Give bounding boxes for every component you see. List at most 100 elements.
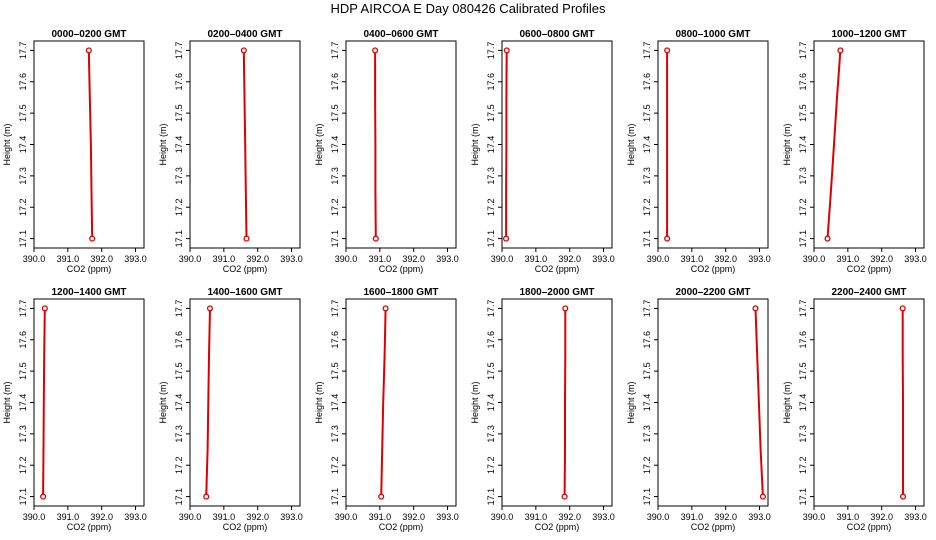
y-tick-label: 17.4 [486,394,496,412]
panel-title: 0600–0800 GMT [519,29,594,40]
y-tick-label: 17.7 [174,300,184,318]
y-axis-label: Height (m) [158,381,168,423]
y-tick-label: 17.6 [798,331,808,349]
profile-endpoint [899,493,907,500]
y-tick-label: 17.6 [330,73,340,91]
profile-line [42,308,46,497]
panel-4: 0600–0800 GMT 390.0 391.0 392.0 393.0 CO2 (pp… [470,29,615,274]
panel-title: 1200–1400 GMT [51,287,126,298]
plot-frame [501,298,613,507]
y-tick-label: 17.5 [174,362,184,380]
profile-line [87,50,94,239]
profile-endpoint [378,493,385,500]
profile-line [242,50,248,239]
y-tick-label: 17.3 [798,167,808,185]
x-axis-label: CO2 (ppm) [535,264,580,274]
y-axis-label: Height (m) [2,381,12,423]
x-tick-label: 393.0 [436,512,459,522]
y-tick-label: 17.3 [486,425,496,443]
x-tick-label: 393.0 [904,512,927,522]
y-axis-label: Height (m) [782,381,792,423]
x-axis-label: CO2 (ppm) [223,522,268,532]
y-tick-label: 17.2 [174,456,184,474]
y-tick-label: 17.3 [174,425,184,443]
x-tick-label: 390.0 [491,254,514,264]
x-tick-label: 390.0 [491,512,514,522]
y-tick-label: 17.4 [798,136,808,154]
x-tick-label: 393.0 [904,254,927,264]
profile-endpoint [503,235,510,242]
profile-line [563,308,567,497]
panel-9: 1600–1800 GMT 390.0 391.0 392.0 393.0 CO2 (pp… [314,287,459,532]
y-tick-label: 17.3 [18,425,28,443]
y-tick-label: 17.2 [330,198,340,216]
y-axis-label: Height (m) [782,123,792,165]
profile-endpoint [824,235,831,242]
x-axis-label: CO2 (ppm) [847,522,892,532]
y-axis-label: Height (m) [158,123,168,165]
y-tick-label: 17.5 [330,104,340,122]
x-axis-label: CO2 (ppm) [67,264,112,274]
x-tick-label: 391.0 [57,254,80,264]
y-axis-label: Height (m) [626,123,636,165]
panel-title: 0800–1000 GMT [675,29,750,40]
y-tick-label: 17.4 [330,136,340,154]
y-tick-label: 17.7 [486,300,496,318]
y-tick-label: 17.7 [174,42,184,60]
y-axis-label: Height (m) [626,381,636,423]
x-axis-label: CO2 (ppm) [223,264,268,274]
plot-frame [813,40,925,249]
panel-6: 1000–1200 GMT 390.0 391.0 392.0 393.0 CO2 (pp… [782,29,927,274]
x-tick-label: 390.0 [335,512,358,522]
plot-frame [501,40,613,249]
y-tick-label: 17.2 [18,456,28,474]
profile-line [505,50,508,239]
profile-endpoint [503,47,510,54]
panel-title: 2000–2200 GMT [675,287,750,298]
plot-frame [345,40,457,249]
plot-frame [345,298,457,507]
x-axis-label: CO2 (ppm) [379,264,424,274]
x-tick-label: 393.0 [748,512,771,522]
y-axis-label: Height (m) [470,123,480,165]
x-tick-label: 392.0 [246,254,269,264]
y-tick-label: 17.4 [486,136,496,154]
x-tick-label: 391.0 [369,254,392,264]
profile-endpoint [899,305,906,312]
y-tick-label: 17.7 [330,42,340,60]
profile-endpoint [837,47,844,54]
y-axis-label: Height (m) [470,381,480,423]
profile-endpoint [382,305,389,312]
x-tick-label: 391.0 [369,512,392,522]
x-tick-label: 392.0 [402,254,425,264]
y-tick-label: 17.2 [174,198,184,216]
profile-endpoint [372,47,379,54]
y-tick-label: 17.1 [486,230,496,248]
y-tick-label: 17.6 [486,331,496,349]
y-tick-label: 17.7 [486,42,496,60]
y-tick-label: 17.2 [642,198,652,216]
x-tick-label: 391.0 [213,512,236,522]
y-tick-label: 17.1 [642,488,652,506]
panel-title: 1800–2000 GMT [519,287,594,298]
y-tick-label: 17.5 [486,362,496,380]
x-tick-label: 391.0 [681,512,704,522]
panel-12: 2200–2400 GMT 390.0 391.0 392.0 393.0 CO2 (pp… [782,287,927,532]
y-axis-label: Height (m) [314,381,324,423]
y-tick-label: 17.1 [642,230,652,248]
profile-endpoint [664,47,671,54]
panel-10: 1800–2000 GMT 390.0 391.0 392.0 393.0 CO2 (pp… [470,287,615,532]
x-tick-label: 390.0 [647,512,670,522]
x-axis-label: CO2 (ppm) [691,264,736,274]
y-tick-label: 17.6 [18,73,28,91]
y-tick-label: 17.6 [642,331,652,349]
y-tick-label: 17.6 [330,331,340,349]
y-tick-label: 17.7 [18,300,28,318]
x-tick-label: 391.0 [837,512,860,522]
x-tick-label: 393.0 [124,512,147,522]
y-tick-label: 17.4 [18,136,28,154]
x-tick-label: 390.0 [803,254,826,264]
profile-endpoint [89,235,96,242]
y-tick-label: 17.5 [174,104,184,122]
profile-endpoint [759,493,766,500]
